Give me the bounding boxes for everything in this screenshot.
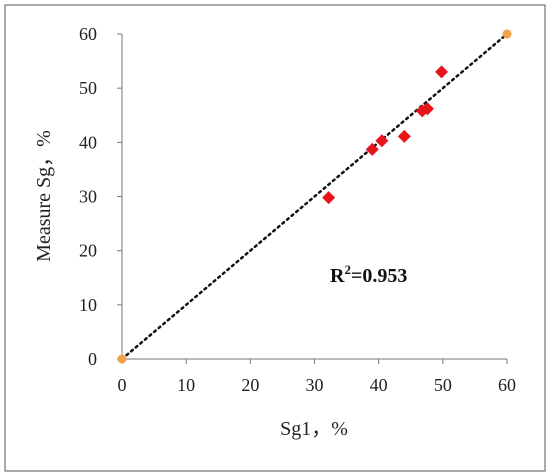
- x-tick-label: 20: [241, 375, 259, 395]
- endpoint-marker: [117, 354, 127, 364]
- y-tick-label: 50: [79, 78, 97, 98]
- y-tick-label: 0: [88, 349, 97, 369]
- x-tick-label: 40: [370, 375, 388, 395]
- data-point-diamond: [397, 129, 411, 143]
- x-axis-title: Sg1，%: [280, 418, 348, 440]
- figure-border: [4, 4, 546, 472]
- x-tick-label: 10: [177, 375, 195, 395]
- fit-line: [120, 32, 509, 361]
- y-axis-title: Measure Sg，%: [33, 130, 55, 262]
- x-tick-label: 0: [118, 375, 127, 395]
- y-tick-label: 40: [79, 132, 97, 152]
- y-tick-label: 20: [79, 241, 97, 261]
- data-point-diamond: [375, 134, 389, 148]
- x-tick-label: 50: [434, 375, 452, 395]
- data-point-diamond: [420, 102, 434, 116]
- r-squared-annotation: R2=0.953: [330, 262, 407, 287]
- tick-labels: 0 10 20 30 40 50 60 0 10 20 30 40 50 60: [79, 24, 516, 395]
- data-point-diamond: [435, 65, 449, 79]
- x-tick-label: 60: [498, 375, 516, 395]
- endpoint-marker: [502, 29, 512, 39]
- y-tick-label: 30: [79, 187, 97, 207]
- y-tick-label: 10: [79, 295, 97, 315]
- data-point-diamond: [365, 142, 379, 156]
- data-point-diamond: [322, 191, 336, 205]
- x-tick-label: 30: [306, 375, 324, 395]
- y-tick-label: 60: [79, 24, 97, 44]
- data-points: [117, 29, 512, 364]
